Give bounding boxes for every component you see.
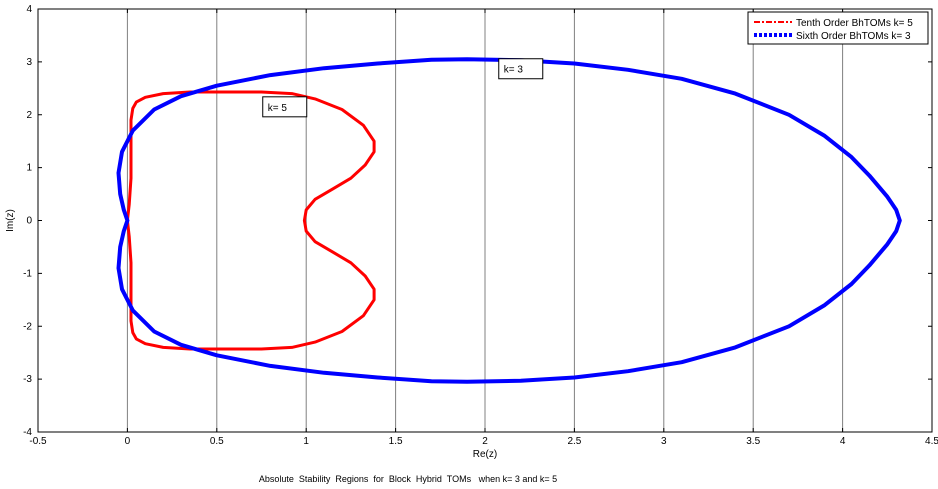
- y-tick-label: -1: [23, 268, 32, 279]
- y-tick-label: 4: [26, 4, 32, 15]
- series-line-tenth-order: [125, 90, 376, 351]
- x-tick-label: 2: [482, 436, 488, 447]
- x-tick-label: 4: [840, 436, 846, 447]
- y-tick-label: 2: [26, 110, 32, 121]
- y-tick-label: 3: [26, 57, 32, 68]
- y-tick-label: 1: [26, 163, 32, 174]
- annotation-box: [498, 58, 544, 80]
- x-tick-label: 2.5: [567, 436, 581, 447]
- x-tick-label: 3: [661, 436, 667, 447]
- x-tick-label: 3.5: [746, 436, 760, 447]
- series-layer: [116, 57, 902, 384]
- x-tick-label: 0: [125, 436, 131, 447]
- annotation-label: k= 5: [268, 103, 288, 114]
- y-tick-label: -4: [23, 427, 32, 438]
- legend-box: [747, 11, 929, 45]
- annotation-label: k= 3: [504, 65, 524, 76]
- y-axis-label: Im(z): [5, 209, 16, 232]
- y-tick-label: -2: [23, 321, 32, 332]
- x-tick-label: 4.5: [925, 436, 938, 447]
- x-tick-label: 0.5: [210, 436, 224, 447]
- x-tick-label: 1: [303, 436, 309, 447]
- y-tick-label: 0: [26, 216, 32, 227]
- legend-entry: Tenth Order BhTOMs k= 5: [796, 18, 913, 29]
- grid-lines: [126, 9, 844, 432]
- figure-caption: Absolute Stability Regions for Block Hyb…: [259, 474, 557, 484]
- legend-entry: Sixth Order BhTOMs k= 3: [796, 31, 911, 42]
- annotation-box: [262, 96, 308, 118]
- series-line-sixth-order: [116, 57, 902, 384]
- legend: Tenth Order BhTOMs k= 5 Sixth Order BhTOM…: [747, 11, 929, 45]
- x-tick-label: 1.5: [389, 436, 403, 447]
- annotation-layer: k= 5 k= 3: [262, 58, 544, 118]
- x-tick-label: -0.5: [29, 436, 47, 447]
- y-tick-label: -3: [23, 374, 32, 385]
- tick-layer: -0.5 0 0.5 1 1.5 2 2.5 3 3.5 4 4.5 -4 -3 -2 -1 0 1 2 3 4: [23, 4, 938, 447]
- x-axis-label: Re(z): [473, 449, 497, 460]
